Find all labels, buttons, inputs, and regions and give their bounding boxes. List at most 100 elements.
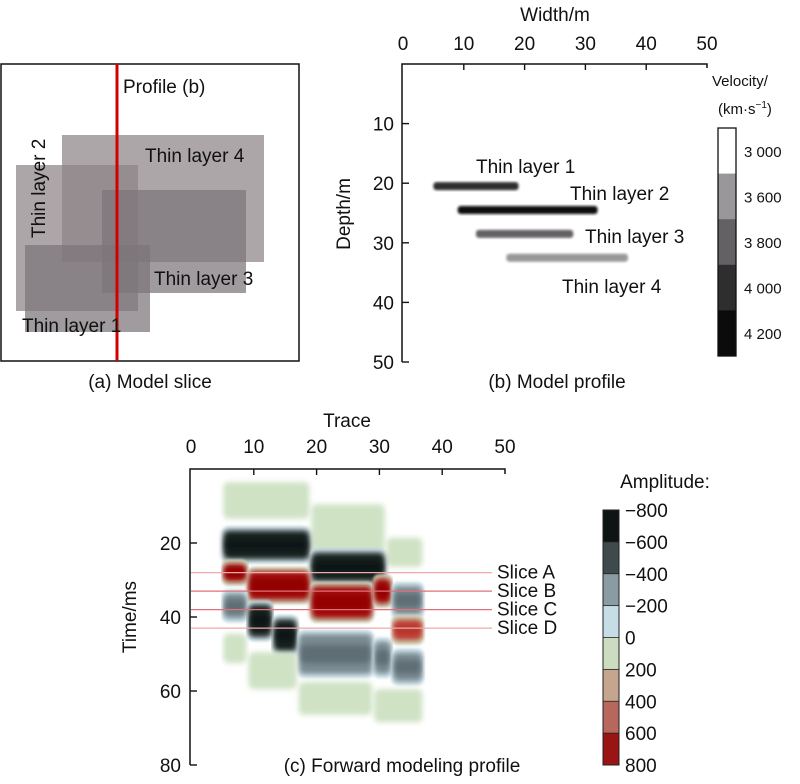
wavelet-event-body (223, 633, 247, 664)
wavelet-event-core (250, 613, 270, 629)
panel-b-xlabel: Width/m (520, 5, 590, 26)
velocity-colorbar-label: 4 200 (744, 326, 782, 343)
slice-label-layer-1: Thin layer 1 (22, 316, 121, 337)
panel-b-ytick-label: 40 (373, 293, 394, 314)
velocity-colorbar-label: 3 800 (744, 235, 782, 252)
amplitude-colorbar-segment (603, 510, 619, 543)
wavelet-event-core (394, 660, 421, 674)
wavelet-event-core (225, 599, 245, 612)
panel-b-axes (401, 63, 708, 362)
profile-layer-4-bar (506, 253, 628, 262)
amplitude-colorbar-label: −200 (625, 597, 668, 618)
wavelet-event-pos_weak (386, 537, 423, 567)
profile-label-layer-4: Thin layer 4 (562, 277, 662, 298)
amplitude-colorbar-segment (603, 733, 619, 766)
amplitude-colorbar-segment (603, 573, 619, 607)
wavelet-event-core (300, 645, 371, 663)
wavelet-event-core (313, 560, 383, 574)
slice-label-d: Slice D (497, 618, 557, 639)
slice-label-b: Slice B (497, 581, 556, 602)
panel-c-forward-modeling: Trace 0 10 20 30 40 50 20 40 60 80 Time/ms Slice… (120, 411, 710, 777)
panel-c-xtick-label: 50 (494, 437, 515, 458)
velocity-unit-sup: −1 (756, 100, 768, 111)
amplitude-colorbar-segment (603, 605, 619, 638)
velocity-unit-base: (km·s (718, 101, 756, 118)
wavelet-event-neg_weak (373, 637, 392, 679)
amplitude-colorbar-label: −600 (625, 533, 668, 554)
wavelet-event-pos (247, 566, 311, 605)
profile-label-layer-3: Thin layer 3 (585, 227, 684, 248)
amplitude-colorbar-label: 600 (625, 724, 657, 745)
velocity-colorbar-segment (718, 173, 736, 220)
panel-a-caption: (a) Model slice (88, 372, 212, 393)
slice-label-c: Slice C (497, 600, 557, 621)
wavelet-event-body (223, 482, 310, 519)
wavelet-event-neg_weak (297, 629, 374, 679)
panel-b-xtick-label: 20 (514, 34, 535, 55)
wavelet-event-pos_weak (298, 681, 373, 715)
panel-c-ytick-label: 60 (160, 682, 181, 703)
wavelet-event-pos_weak (311, 504, 385, 553)
panel-c-xtick-label: 30 (369, 437, 390, 458)
wavelet-event-pos (310, 581, 374, 623)
wavelet-event-core (394, 624, 421, 636)
wavelet-event-pos_weak (223, 482, 310, 519)
velocity-colorbar-segment (718, 264, 736, 311)
panel-c-xlabel: Trace (323, 411, 371, 432)
profile-layer-3-bar (475, 229, 574, 238)
panel-c-axes (189, 468, 506, 765)
wavelet-event-body (374, 689, 423, 723)
velocity-colorbar-segment (718, 219, 736, 266)
panel-b-xtick-label: 40 (636, 34, 657, 55)
wavelet-event-neg (310, 548, 386, 586)
wavelet-event-pos_weak (374, 689, 423, 723)
velocity-colorbar-segment (718, 310, 736, 357)
velocity-colorbar-title-line1: Velocity/ (712, 73, 769, 90)
amplitude-colorbar-segment (603, 701, 619, 734)
amplitude-colorbar-label: 200 (625, 660, 657, 681)
amplitude-colorbar-label: 800 (625, 756, 657, 777)
wavelet-event-neg (272, 615, 298, 656)
panel-b-model-profile: Width/m 0 10 20 30 40 50 10 20 30 40 50 Depth/m T… (334, 5, 782, 393)
profile-label: Profile (b) (123, 77, 205, 98)
wavelet-event-core (394, 593, 421, 608)
panel-c-xtick-label: 20 (306, 437, 327, 458)
amplitude-colorbar-label: −800 (625, 501, 668, 522)
panel-b-ytick-label: 20 (373, 174, 394, 195)
velocity-unit-end: ) (767, 101, 772, 118)
panel-c-ytick-label: 80 (160, 756, 181, 777)
velocity-colorbar-label: 4 000 (744, 281, 782, 298)
amplitude-colorbar-title: Amplitude: (620, 472, 710, 493)
amplitude-colorbar-label: −400 (625, 565, 668, 586)
profile-layer-2-bar (457, 206, 598, 215)
velocity-colorbar-title-line2: (km·s−1) (718, 100, 772, 118)
wavelet-event-neg_weak (391, 581, 424, 619)
panel-b-xtick-label: 0 (398, 34, 409, 55)
panel-b-caption: (b) Model profile (488, 372, 625, 393)
amplitude-colorbar-label: 0 (625, 629, 636, 650)
wavelet-event-body (311, 504, 385, 553)
wavelet-event-core (376, 650, 389, 666)
amplitude-colorbar-frame (602, 509, 620, 766)
panel-c-ytick-label: 40 (160, 608, 181, 629)
panel-a-model-slice: Profile (b) Thin layer 4 Thin layer 3 Th… (0, 63, 300, 393)
wavelet-event-body (298, 681, 373, 715)
wavelet-event-pos_weak (248, 652, 297, 689)
slice-label-layer-3: Thin layer 3 (154, 269, 253, 290)
wavelet-event-neg_weak (222, 589, 248, 623)
velocity-colorbar-label: 3 600 (744, 189, 782, 206)
panel-c-xtick-label: 10 (243, 437, 264, 458)
panel-b-xtick-label: 50 (696, 34, 717, 55)
velocity-colorbar-label: 3 000 (744, 144, 782, 161)
amplitude-colorbar-segment (603, 637, 619, 670)
wavelet-event-pos_weak (223, 633, 247, 664)
panel-b-ytick-label: 50 (373, 353, 394, 374)
amplitude-colorbar-segment (603, 541, 619, 575)
wavelet-event-body (248, 652, 297, 689)
slice-layer-1-rect (25, 245, 150, 332)
slice-label-a: Slice A (497, 563, 555, 584)
panel-b-ytick-label: 10 (373, 115, 394, 136)
panel-c-ylabel: Time/ms (120, 581, 141, 653)
panel-b-xtick-label: 10 (453, 34, 474, 55)
